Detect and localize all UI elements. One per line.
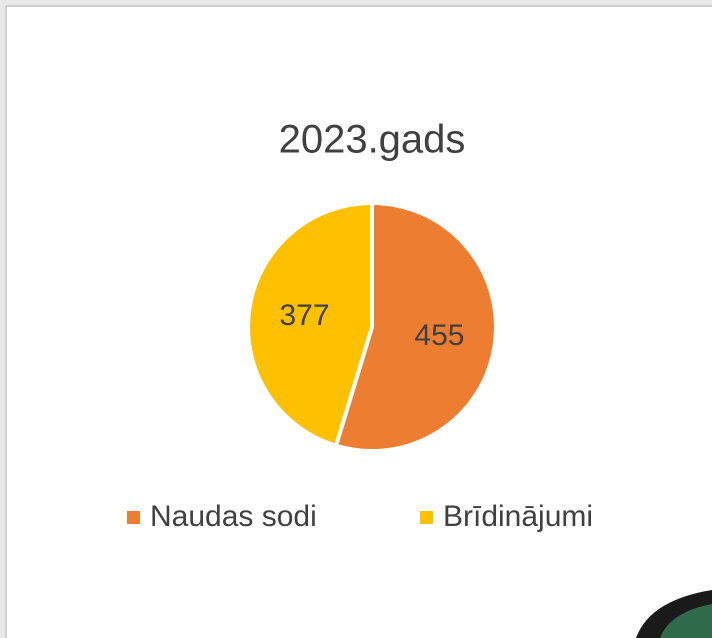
- legend-label: Brīdinājumi: [443, 500, 593, 533]
- legend-swatch: [127, 511, 140, 524]
- legend-swatch: [420, 511, 433, 524]
- chart-title: 2023.gads: [279, 118, 466, 162]
- chart-border: [5, 5, 712, 638]
- data-label: 455: [414, 319, 464, 352]
- logo: [636, 590, 712, 638]
- data-label: 377: [280, 299, 330, 332]
- pie-slice: [246, 200, 374, 449]
- pie-slice: [333, 200, 498, 453]
- legend-label: Naudas sodi: [150, 500, 317, 533]
